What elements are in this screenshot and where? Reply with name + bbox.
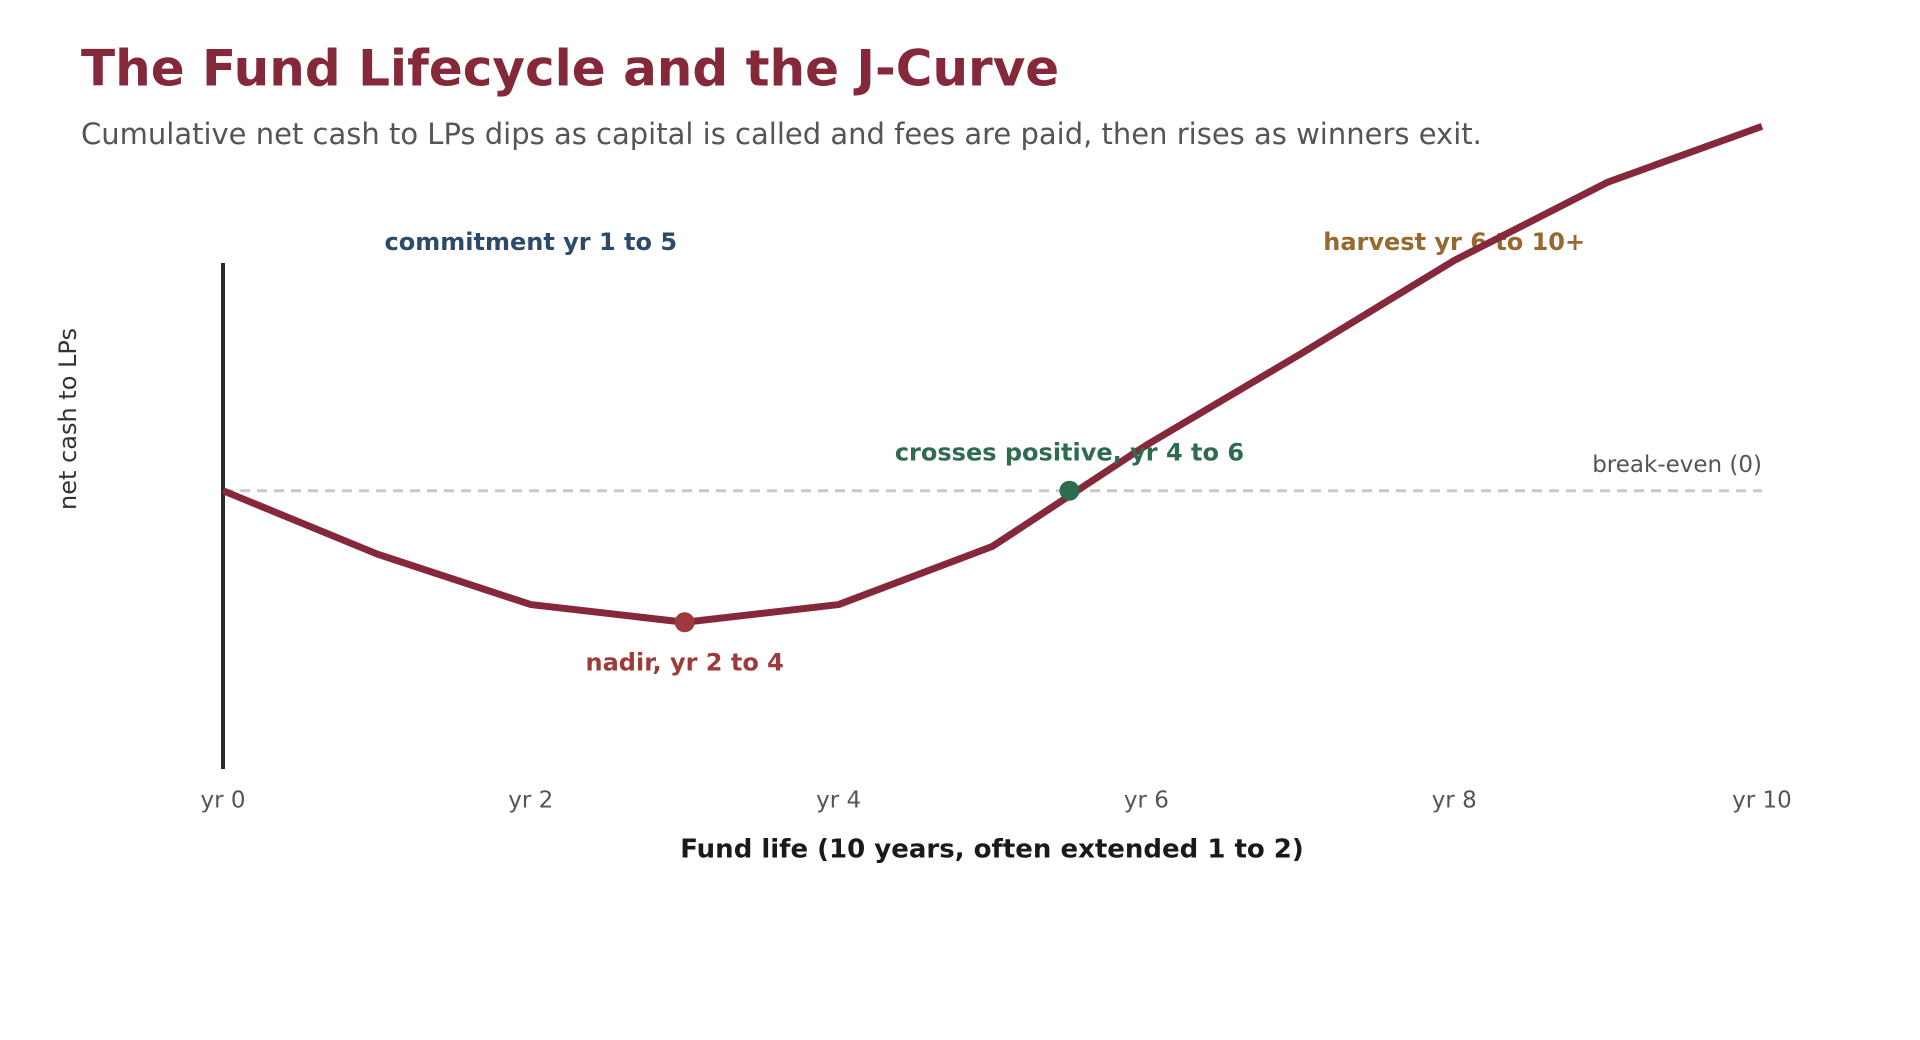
data-line — [221, 123, 1764, 626]
x-tick-label: yr 6 — [1124, 788, 1169, 814]
chart-subtitle: Cumulative net cash to LPs dips as capit… — [81, 117, 1482, 151]
highlight-point — [674, 612, 695, 633]
x-tick-label: yr 4 — [816, 788, 861, 814]
point-label: crosses positive, yr 4 to 6 — [895, 439, 1244, 467]
x-tick-label: yr 2 — [508, 788, 553, 814]
phase-label: commitment yr 1 to 5 — [385, 228, 678, 256]
x-tick-label: yr 10 — [1732, 788, 1792, 814]
chart-title: The Fund Lifecycle and the J-Curve — [81, 40, 1059, 98]
phase-label: harvest yr 6 to 10+ — [1323, 228, 1585, 256]
point-label: nadir, yr 2 to 4 — [586, 648, 784, 676]
x-axis-label: Fund life (10 years, often extended 1 to… — [680, 835, 1304, 865]
reference-label: break-even (0) — [1592, 452, 1762, 478]
y-axis-label: net cash to LPs — [54, 328, 82, 510]
x-tick-label: yr 8 — [1432, 788, 1477, 814]
x-tick-label: yr 0 — [200, 788, 245, 814]
highlight-point — [1059, 480, 1080, 501]
